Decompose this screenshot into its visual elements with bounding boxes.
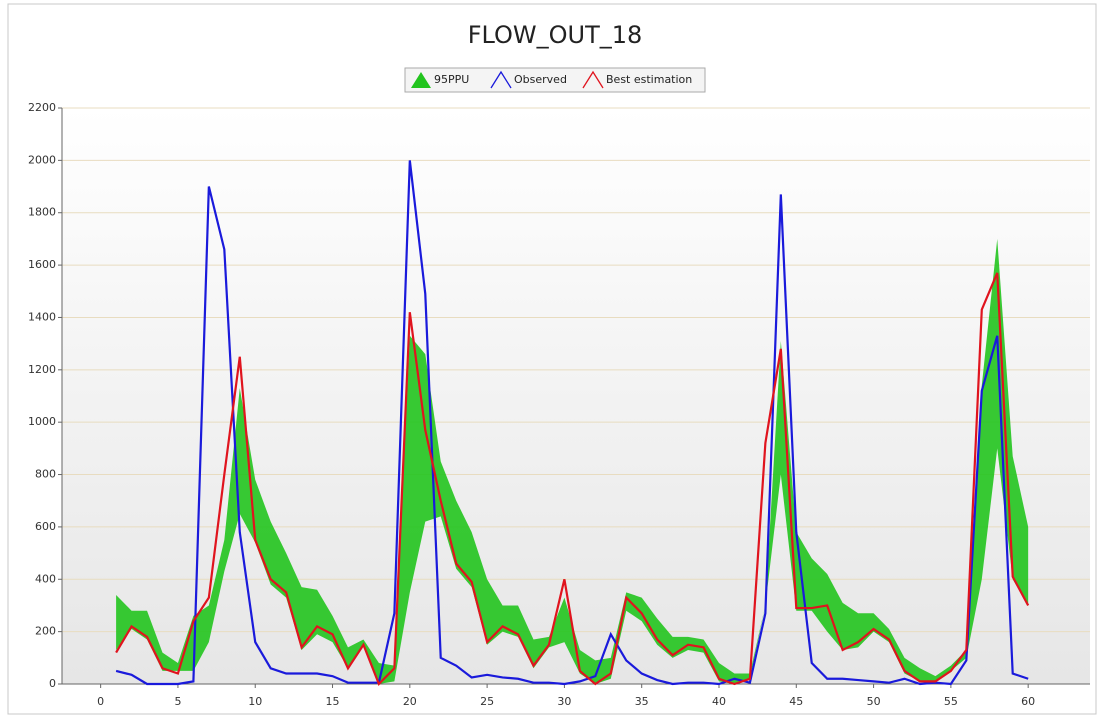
legend-swatch bbox=[490, 70, 512, 89]
y-tick-label: 400 bbox=[35, 572, 56, 585]
x-tick-label: 50 bbox=[867, 695, 881, 708]
x-tick-label: 40 bbox=[712, 695, 726, 708]
y-tick-label: 1800 bbox=[28, 206, 56, 219]
x-tick-label: 25 bbox=[480, 695, 494, 708]
legend-label: 95PPU bbox=[434, 73, 469, 86]
y-tick-label: 200 bbox=[35, 625, 56, 638]
y-tick-label: 2000 bbox=[28, 153, 56, 166]
series-line bbox=[115, 272, 1030, 686]
legend-swatch bbox=[582, 70, 604, 89]
legend-box bbox=[404, 67, 706, 93]
y-tick-label: 1000 bbox=[28, 415, 56, 428]
series-line bbox=[115, 160, 1029, 686]
chart-title: FLOW_OUT_18 bbox=[468, 21, 643, 49]
y-tick-label: 0 bbox=[49, 677, 56, 690]
x-tick-label: 5 bbox=[174, 695, 181, 708]
x-tick-label: 0 bbox=[97, 695, 104, 708]
y-tick-label: 800 bbox=[35, 468, 56, 481]
y-tick-label: 1200 bbox=[28, 363, 56, 376]
x-tick-label: 45 bbox=[789, 695, 803, 708]
x-tick-label: 60 bbox=[1021, 695, 1035, 708]
legend-label: Best estimation bbox=[606, 73, 692, 86]
y-tick-label: 600 bbox=[35, 520, 56, 533]
legend-swatch bbox=[411, 72, 431, 88]
y-tick-label: 2200 bbox=[28, 101, 56, 114]
x-tick-label: 35 bbox=[635, 695, 649, 708]
legend-label: Observed bbox=[514, 73, 567, 86]
x-tick-label: 15 bbox=[326, 695, 340, 708]
x-tick-label: 55 bbox=[944, 695, 958, 708]
y-tick-label: 1400 bbox=[28, 310, 56, 323]
x-tick-label: 20 bbox=[403, 695, 417, 708]
legend: 95PPU Observed Best estimation bbox=[404, 67, 706, 93]
y-tick-label: 1600 bbox=[28, 258, 56, 271]
x-tick-label: 30 bbox=[557, 695, 571, 708]
x-tick-label: 10 bbox=[248, 695, 262, 708]
